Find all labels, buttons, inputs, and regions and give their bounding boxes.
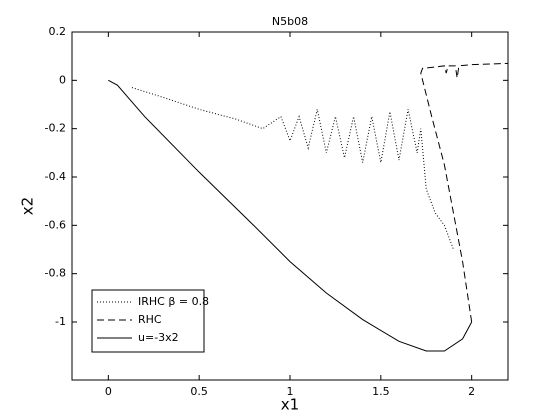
chart-title: N5b08: [272, 15, 308, 28]
y-tick-label: -0.8: [45, 267, 66, 280]
legend-box: [91, 289, 205, 353]
y-tick-label: 0.2: [49, 25, 67, 38]
x-tick-label: 1.5: [372, 385, 390, 398]
legend-label: RHC: [138, 313, 162, 326]
y-tick-label: -0.2: [45, 122, 66, 135]
x-tick-label: 0: [105, 385, 112, 398]
x-tick-label: 1: [287, 385, 294, 398]
y-tick-label: -1: [55, 315, 66, 328]
x-tick-label: 2: [468, 385, 475, 398]
series-line: [108, 79, 473, 352]
x-tick-label: 0.5: [190, 385, 208, 398]
legend-label: IRHC β = 0.8: [138, 295, 209, 308]
x-axis-label: x1: [281, 396, 299, 414]
y-axis-label: x2: [19, 197, 37, 215]
y-tick-label: 0: [59, 73, 66, 86]
y-tick-label: -0.4: [45, 170, 66, 183]
legend-label: u=-3x2: [138, 331, 179, 344]
y-tick-label: -0.6: [45, 218, 66, 231]
series-line: [420, 62, 509, 323]
